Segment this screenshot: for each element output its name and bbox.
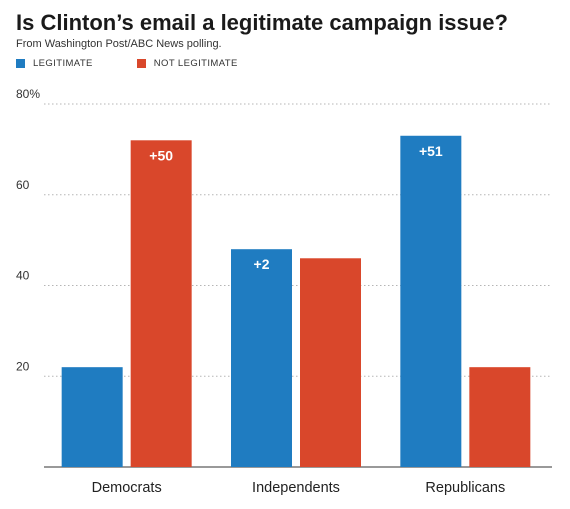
y-tick-label: 80% xyxy=(16,87,40,101)
bar-gap-label: +2 xyxy=(254,256,270,272)
legend-item-legitimate: LEGITIMATE xyxy=(16,58,93,69)
x-tick-label: Independents xyxy=(252,480,340,496)
legend-swatch-legitimate xyxy=(16,59,25,68)
bar-republicans-legitimate xyxy=(400,135,462,467)
bar-gap-label: +51 xyxy=(419,143,443,159)
legend-item-not-legitimate: NOT LEGITIMATE xyxy=(136,58,238,69)
legend-label-not-legitimate: NOT LEGITIMATE xyxy=(153,58,238,69)
legend: LEGITIMATE NOT LEGITIMATE xyxy=(16,58,282,69)
bar-democrats-legitimate xyxy=(61,367,123,467)
chart-subtitle: From Washington Post/ABC News polling. xyxy=(16,38,222,50)
y-tick-label: 20 xyxy=(16,359,30,373)
bar-gap-label: +50 xyxy=(149,147,173,163)
x-tick-label: Republicans xyxy=(425,480,505,496)
bar-independents-legitimate xyxy=(231,249,292,467)
bar-democrats-not-legitimate xyxy=(130,140,192,468)
bar-republicans-not-legitimate xyxy=(469,367,531,467)
chart-title: Is Clinton’s email a legitimate campaign… xyxy=(16,10,508,35)
y-tick-label: 40 xyxy=(16,269,30,283)
bar-independents-not-legitimate xyxy=(300,258,361,467)
legend-swatch-not-legitimate xyxy=(136,59,146,68)
y-tick-label: 60 xyxy=(16,178,30,192)
legend-label-legitimate: LEGITIMATE xyxy=(33,58,93,69)
x-tick-label: Democrats xyxy=(92,480,162,496)
